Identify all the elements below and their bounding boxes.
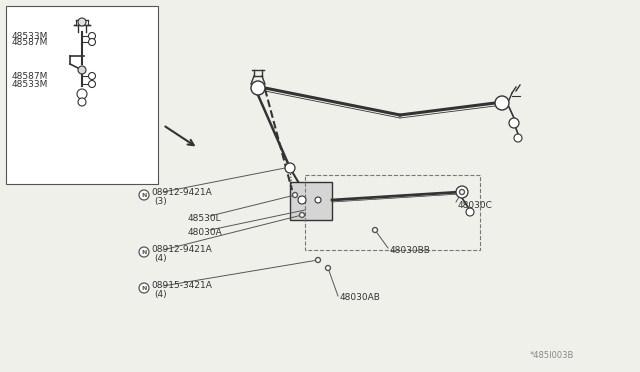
Circle shape (509, 118, 519, 128)
Text: N: N (141, 192, 147, 198)
Text: 48587M: 48587M (12, 71, 49, 80)
Circle shape (77, 89, 87, 99)
Text: 48530L: 48530L (188, 214, 221, 222)
Circle shape (466, 208, 474, 216)
Circle shape (78, 18, 86, 26)
Circle shape (298, 196, 306, 204)
Circle shape (88, 38, 95, 45)
Circle shape (514, 134, 522, 142)
Text: 48030A: 48030A (188, 228, 223, 237)
Circle shape (88, 32, 95, 39)
Circle shape (300, 212, 305, 218)
Text: N: N (141, 285, 147, 291)
Circle shape (78, 66, 86, 74)
Circle shape (372, 228, 378, 232)
Text: 48030C: 48030C (458, 201, 493, 209)
Circle shape (456, 186, 468, 198)
Circle shape (292, 192, 298, 198)
Circle shape (88, 80, 95, 87)
Text: 48587M: 48587M (12, 38, 49, 46)
Text: 48533M: 48533M (12, 80, 49, 89)
Circle shape (78, 98, 86, 106)
Text: N: N (141, 250, 147, 254)
Text: 08912-9421A: 08912-9421A (151, 187, 212, 196)
Circle shape (460, 189, 465, 195)
Circle shape (251, 81, 265, 95)
Circle shape (316, 257, 321, 263)
Bar (6, 6, 158, 184)
Text: (4): (4) (154, 289, 166, 298)
Circle shape (139, 247, 149, 257)
Circle shape (139, 283, 149, 293)
Circle shape (88, 73, 95, 80)
Circle shape (495, 96, 509, 110)
Text: 48030BB: 48030BB (390, 246, 431, 254)
Text: 08915-3421A: 08915-3421A (151, 280, 212, 289)
Circle shape (139, 190, 149, 200)
Circle shape (326, 266, 330, 270)
Text: (4): (4) (154, 253, 166, 263)
Bar (305, 175, 480, 250)
Text: 48030AB: 48030AB (340, 294, 381, 302)
Circle shape (285, 163, 295, 173)
Bar (290, 182, 332, 220)
Text: 48533M: 48533M (12, 32, 49, 41)
Text: 08912-9421A: 08912-9421A (151, 244, 212, 253)
Text: *485I003B: *485I003B (530, 350, 574, 359)
Circle shape (315, 197, 321, 203)
Text: (3): (3) (154, 196, 167, 205)
